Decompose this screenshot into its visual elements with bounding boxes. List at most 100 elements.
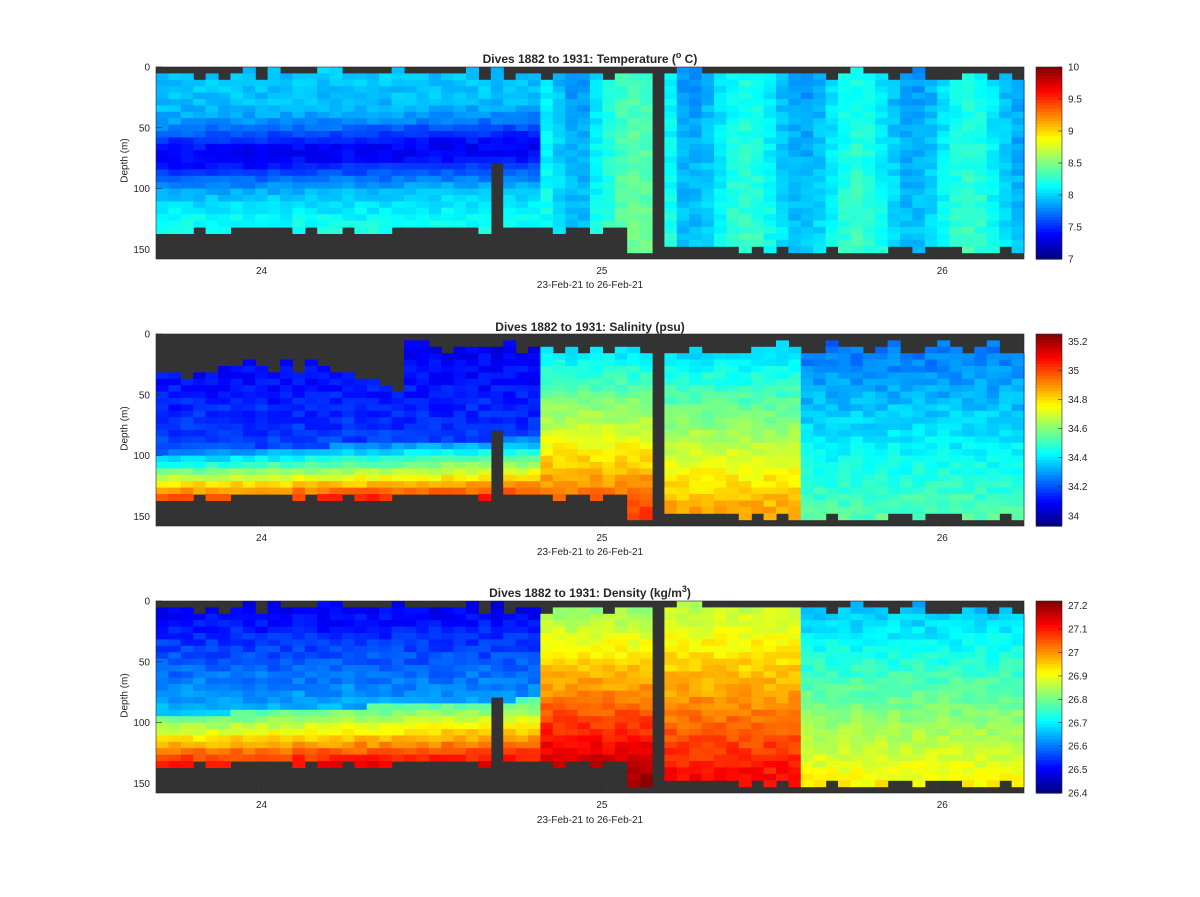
heatmap-cell [565,353,578,360]
heatmap-cell [268,639,281,646]
heatmap-cell [615,366,628,373]
heatmap-cell [268,80,281,87]
heatmap-cell [788,456,801,463]
heatmap-cell [565,404,578,411]
heatmap-cell [714,742,727,749]
heatmap-cell [156,176,169,183]
heatmap-cell [516,639,529,646]
heatmap-cell [974,118,987,125]
heatmap-cell [330,436,343,443]
heatmap-cell [466,703,479,710]
heatmap-cell [367,449,380,456]
heatmap-cell [354,449,367,456]
heatmap-cell [516,392,529,399]
heatmap-cell [962,208,975,215]
heatmap-cell [875,182,888,189]
heatmap-cell [739,372,752,379]
heatmap-cell [640,500,653,507]
heatmap-cell [801,742,814,749]
heatmap-cell [478,710,491,717]
heatmap-cell [206,481,219,488]
heatmap-cell [268,411,281,418]
heatmap-cell [813,176,826,183]
heatmap-cell [503,652,516,659]
heatmap-cell [218,125,231,132]
heatmap-cell [255,208,268,215]
heatmap-cell [292,678,305,685]
heatmap-cell [280,112,293,119]
heatmap-cell [255,195,268,202]
heatmap-cell [392,105,405,112]
heatmap-cell [206,710,219,717]
heatmap-cell [950,462,963,469]
heatmap-cell [206,157,219,164]
heatmap-cell [168,404,181,411]
heatmap-cell [615,105,628,112]
heatmap-cell [751,488,764,495]
heatmap-cell [243,157,256,164]
heatmap-cell [367,131,380,138]
heatmap-cell [354,627,367,634]
heatmap-cell [342,716,355,723]
heatmap-cell [230,366,243,373]
heatmap-cell [962,436,975,443]
heatmap-cell [838,201,851,208]
heatmap-cell [317,169,330,176]
heatmap-cell [590,404,603,411]
heatmap-cell [801,748,814,755]
heatmap-cell [627,366,640,373]
heatmap-cell [925,411,938,418]
heatmap-cell [404,488,417,495]
heatmap-cell [826,137,839,144]
heatmap-cell [392,182,405,189]
heatmap-cell [317,112,330,119]
heatmap-cell [578,411,591,418]
heatmap-cell [305,385,318,392]
heatmap-cell [540,735,553,742]
heatmap-cell [764,137,777,144]
heatmap-cell [615,468,628,475]
heatmap-cell [677,360,690,367]
heatmap-cell [615,195,628,202]
heatmap-cell [454,417,467,424]
heatmap-cell [664,436,677,443]
heatmap-cell [478,392,491,399]
heatmap-cell [553,633,566,640]
heatmap-cell [627,112,640,119]
heatmap-cell [578,163,591,170]
heatmap-cell [292,748,305,755]
heatmap-cell [714,366,727,373]
heatmap-cell [590,761,603,768]
heatmap-cell [454,169,467,176]
heatmap-cell [602,353,615,360]
heatmap-cell [925,398,938,405]
heatmap-cell [677,684,690,691]
heatmap-cell [540,697,553,704]
heatmap-cell [999,417,1012,424]
heatmap-cell [838,93,851,100]
heatmap-cell [677,449,690,456]
heatmap-cell [578,131,591,138]
heatmap-cell [354,189,367,196]
heatmap-cell [838,456,851,463]
heatmap-cell [999,430,1012,437]
heatmap-cell [801,761,814,768]
heatmap-cell [230,150,243,157]
heatmap-cell [342,646,355,653]
heatmap-cell [454,398,467,405]
heatmap-cell [441,353,454,360]
heatmap-cell [739,729,752,736]
heatmap-cell [441,639,454,646]
heatmap-cell [416,118,429,125]
heatmap-cell [664,723,677,730]
heatmap-cell [466,723,479,730]
heatmap-cell [850,73,863,80]
heatmap-cell [429,347,442,354]
heatmap-cell [801,240,814,247]
heatmap-cell [454,137,467,144]
heatmap-cell [925,99,938,106]
heatmap-cell [1012,456,1025,463]
heatmap-cell [801,169,814,176]
heatmap-cell [379,385,392,392]
